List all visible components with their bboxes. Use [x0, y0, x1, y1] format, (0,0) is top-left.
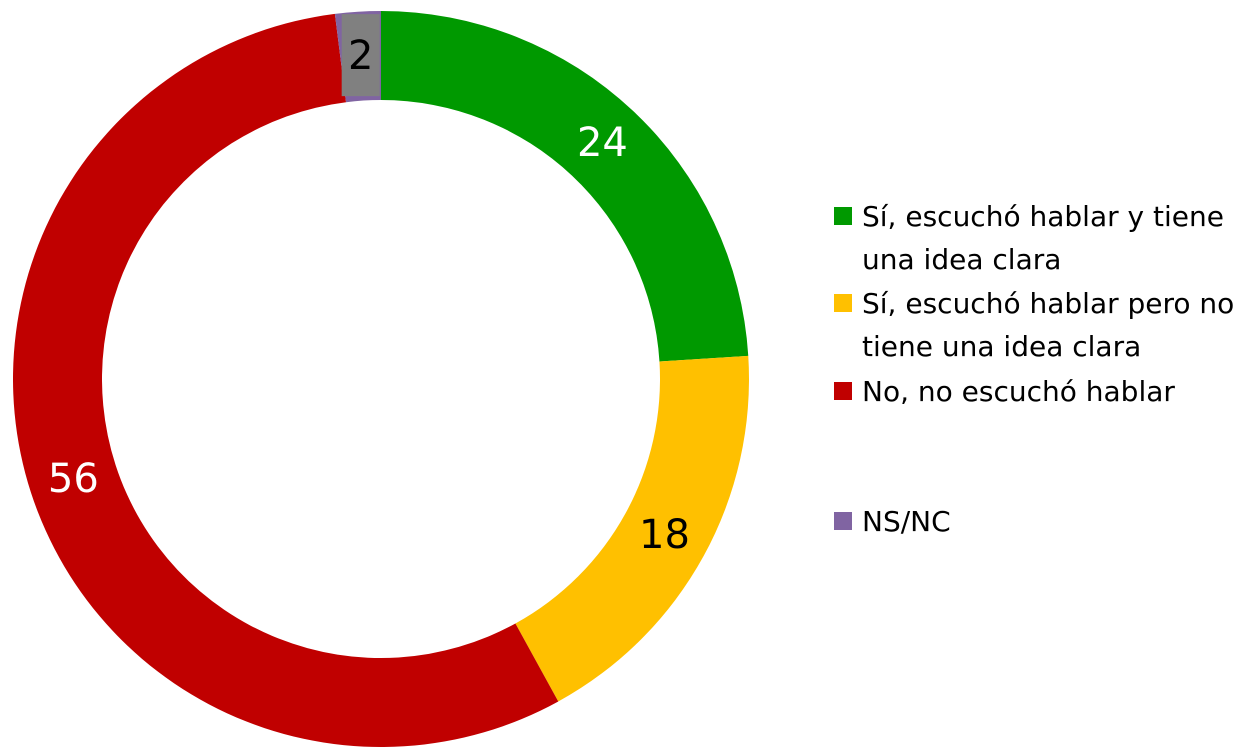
data-label: 2 [348, 33, 373, 79]
legend-swatch [834, 512, 852, 530]
data-label: 18 [639, 512, 690, 558]
data-label: 24 [577, 120, 628, 166]
legend-item: NS/NC [834, 500, 1244, 543]
legend-label: NS/NC [862, 505, 951, 538]
legend-label: Sí, escuchó hablar y tiene una idea clar… [862, 200, 1224, 276]
data-label-background [341, 14, 380, 97]
legend-swatch [834, 382, 852, 400]
donut-segment [12, 13, 559, 747]
legend-swatch [834, 294, 852, 312]
legend-label: No, no escuchó hablar [862, 375, 1175, 408]
donut-segment [381, 11, 749, 362]
donut-segment [515, 355, 749, 702]
legend-label: Sí, escuchó hablar pero no tiene una ide… [862, 287, 1235, 363]
legend-item: Sí, escuchó hablar y tiene una idea clar… [834, 195, 1244, 281]
legend-item: No, no escuchó hablar [834, 370, 1244, 413]
data-label: 56 [48, 456, 99, 502]
legend-swatch [834, 207, 852, 225]
legend-item: Sí, escuchó hablar pero no tiene una ide… [834, 282, 1244, 368]
